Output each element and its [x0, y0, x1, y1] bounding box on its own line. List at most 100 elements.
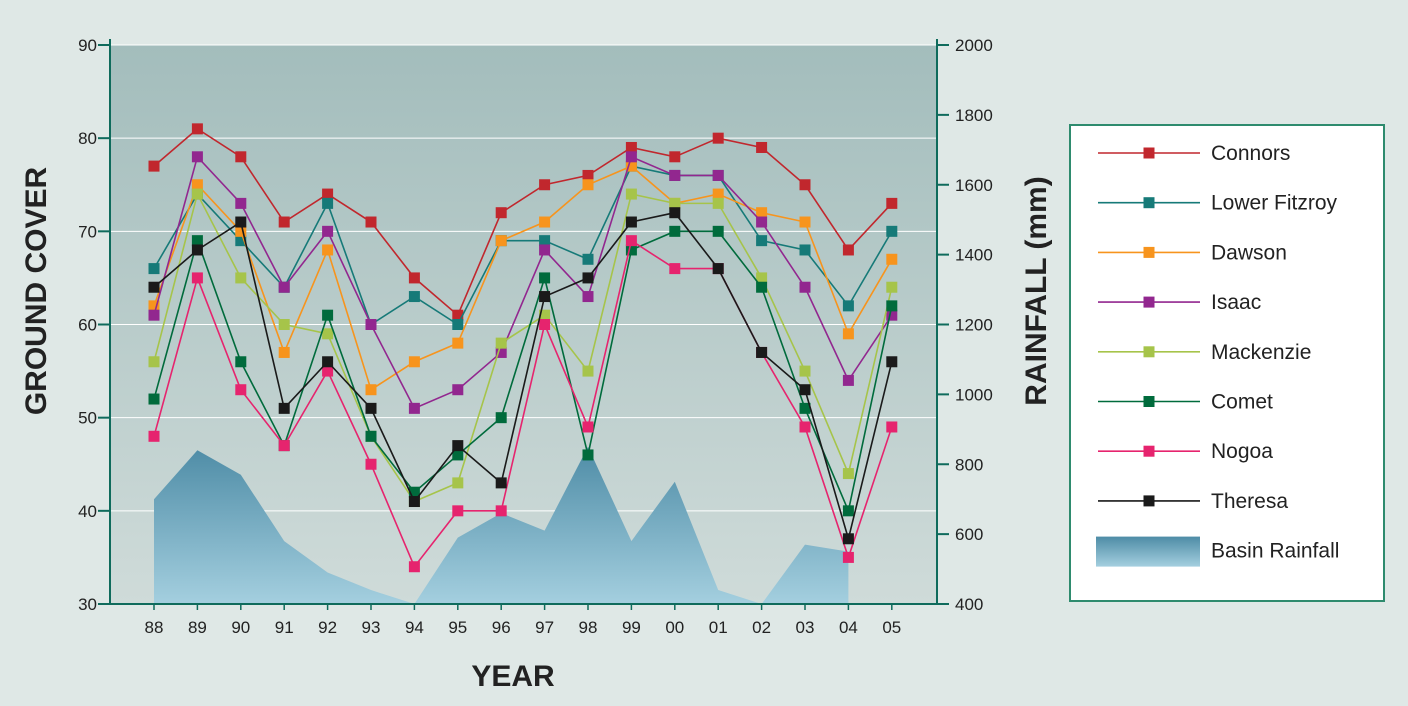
series-dawson	[148, 160, 898, 396]
data-point	[842, 374, 854, 386]
data-point	[365, 319, 377, 330]
data-point	[495, 346, 507, 358]
data-point	[495, 207, 507, 219]
data-point	[495, 477, 507, 489]
data-point	[365, 384, 377, 396]
series-line	[153, 211, 893, 542]
data-point	[625, 151, 637, 163]
data-point	[495, 505, 507, 517]
x-tick-label: 95	[448, 618, 467, 637]
data-point	[842, 468, 854, 480]
data-point	[669, 169, 681, 181]
data-point	[235, 197, 247, 209]
data-point	[582, 272, 594, 284]
legend-label: Isaac	[1211, 291, 1261, 314]
series-isaac	[148, 151, 898, 414]
series-line	[153, 165, 893, 326]
data-point	[408, 291, 420, 303]
y2-tick-label: 800	[955, 455, 983, 474]
data-point	[712, 188, 724, 200]
x-tick-label: 04	[839, 618, 858, 637]
x-tick-label: 96	[492, 618, 511, 637]
data-point	[712, 132, 724, 144]
y2-tick-label: 1400	[955, 246, 993, 265]
legend-label: Theresa	[1211, 490, 1288, 513]
data-point	[408, 496, 420, 508]
data-point	[625, 160, 637, 172]
data-point	[886, 356, 898, 368]
x-tick-label: 00	[665, 618, 684, 637]
left-y-ticks: 30 40 50 60 70 80 90	[78, 36, 110, 614]
data-point	[799, 216, 811, 228]
data-point	[625, 216, 637, 228]
data-point	[886, 421, 898, 433]
data-point	[408, 272, 420, 284]
series-connors	[148, 123, 898, 321]
x-tick-label: 99	[622, 618, 641, 637]
data-point	[582, 365, 594, 377]
data-point	[408, 486, 420, 498]
data-point	[365, 402, 377, 414]
data-point	[886, 300, 898, 312]
data-point	[148, 430, 160, 442]
data-point	[452, 384, 464, 396]
data-point	[799, 384, 811, 396]
data-point	[408, 356, 420, 368]
data-point	[712, 197, 724, 209]
data-point	[886, 225, 898, 237]
data-point	[148, 263, 160, 275]
series-line	[153, 191, 893, 503]
y2-tick-label: 2000	[955, 36, 993, 55]
data-point	[452, 477, 464, 489]
x-tick-label: 91	[275, 618, 294, 637]
y-axis-label: GROUND COVER	[20, 166, 53, 415]
series-line	[153, 165, 893, 391]
legend-marker	[1143, 445, 1155, 457]
data-point	[625, 141, 637, 153]
data-point	[539, 319, 551, 330]
data-point	[756, 272, 768, 284]
data-point	[842, 244, 854, 256]
data-point	[539, 244, 551, 256]
legend-marker	[1143, 147, 1155, 159]
data-point	[235, 225, 247, 237]
legend-label: Lower Fitzroy	[1211, 192, 1338, 215]
data-point	[235, 272, 247, 284]
data-point	[452, 337, 464, 349]
legend-marker	[1143, 197, 1155, 209]
data-point	[235, 151, 247, 163]
right-y-axis-label: RAINFALL (mm)	[1020, 176, 1053, 405]
data-point	[452, 440, 464, 452]
data-point	[582, 449, 594, 461]
data-point	[582, 169, 594, 181]
series-lines-layer	[148, 123, 898, 573]
data-point	[452, 309, 464, 321]
data-point	[756, 207, 768, 219]
x-tick-label: 94	[405, 618, 424, 637]
data-point	[278, 440, 290, 452]
data-point	[148, 160, 160, 172]
y-tick-label: 40	[78, 502, 97, 521]
x-tick-label: 98	[579, 618, 598, 637]
data-point	[452, 319, 464, 330]
legend-marker	[1143, 396, 1155, 407]
x-tick-label: 02	[752, 618, 771, 637]
data-point	[539, 235, 551, 247]
data-point	[756, 216, 768, 228]
data-point	[322, 328, 334, 340]
series-comet	[148, 225, 898, 517]
series-line	[153, 155, 893, 410]
legend-label: Nogoa	[1211, 440, 1273, 463]
data-point	[842, 533, 854, 545]
data-point	[669, 225, 681, 237]
data-point	[322, 188, 334, 200]
data-point	[365, 458, 377, 470]
data-point	[539, 179, 551, 191]
data-point	[191, 272, 203, 284]
x-tick-label: 93	[362, 618, 381, 637]
legend-marker	[1143, 346, 1155, 358]
data-point	[322, 197, 334, 209]
data-point	[582, 179, 594, 191]
x-tick-label: 90	[231, 618, 250, 637]
